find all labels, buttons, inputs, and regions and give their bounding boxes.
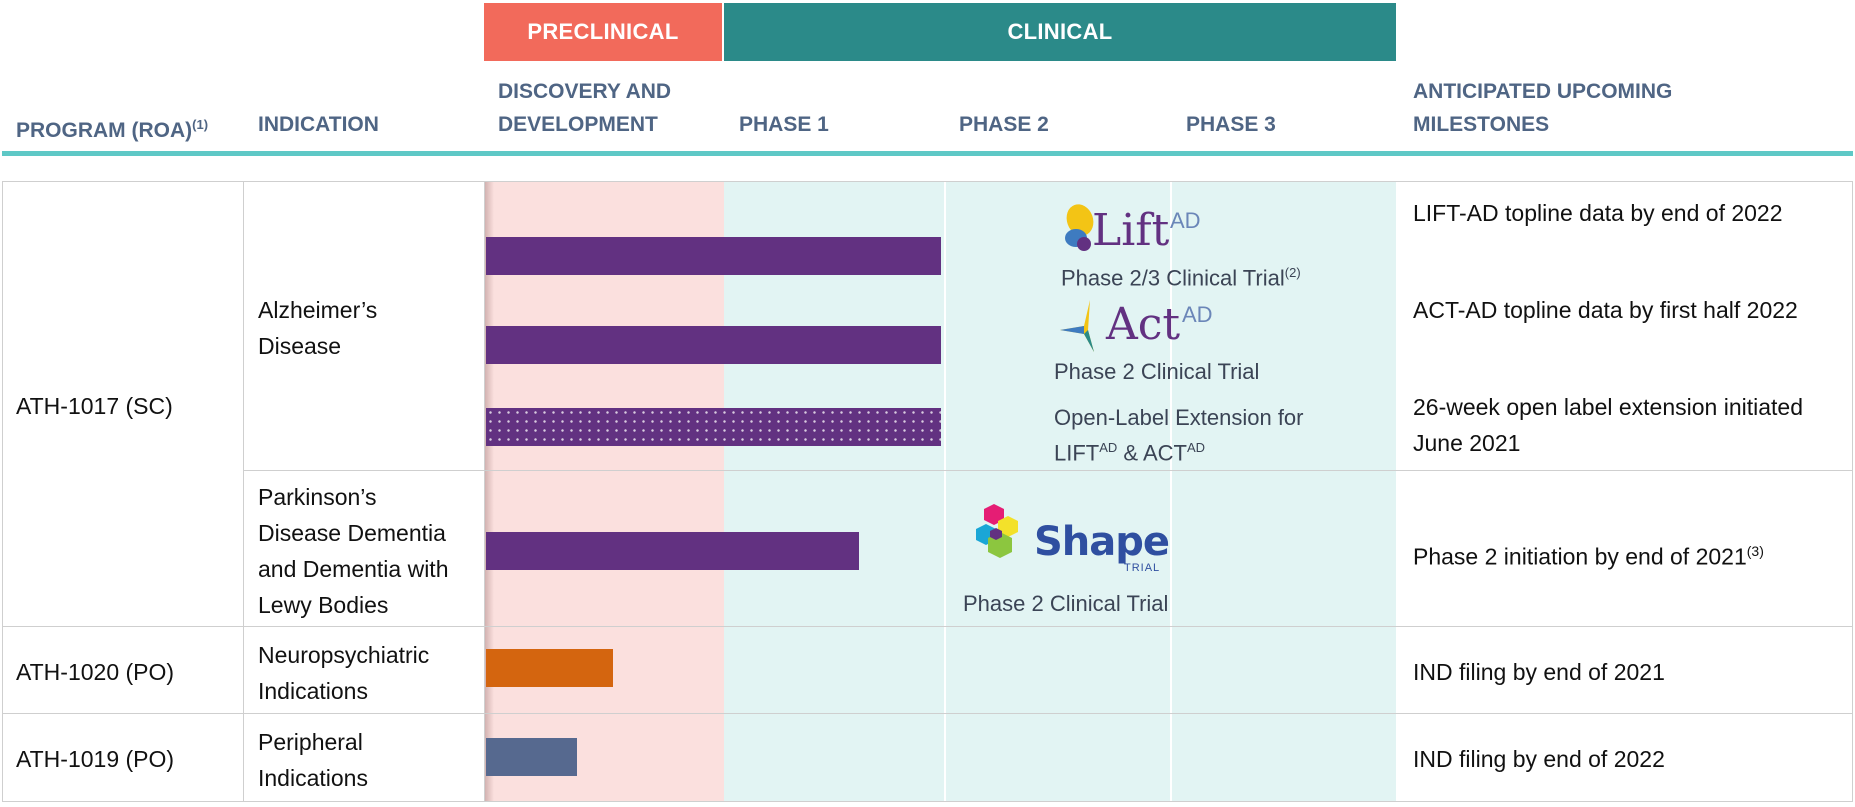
column-shadow (484, 181, 494, 802)
indication-pdd: Parkinson’s Disease Dementia and Dementi… (258, 479, 449, 623)
indication-alzheimers: Alzheimer’s Disease (258, 292, 377, 364)
header-program: PROGRAM (ROA)(1) (16, 108, 208, 147)
header-phase2: PHASE 2 (959, 113, 1049, 136)
milestone-ath1020: IND filing by end of 2021 (1413, 659, 1665, 685)
bar-ath1019 (486, 738, 577, 776)
bar-shape (486, 532, 859, 570)
table-top-border (2, 181, 1853, 182)
milestone-pdd: Phase 2 initiation by end of 2021(3) (1413, 533, 1764, 575)
indication-peripheral: Peripheral Indications (258, 724, 368, 796)
header-phase1: PHASE 1 (739, 113, 829, 136)
star-icon (1060, 300, 1094, 352)
indication-pdd-line4: Lewy Bodies (258, 592, 389, 618)
header-milestones-line1: ANTICIPATED UPCOMING (1413, 80, 1673, 103)
milestone-ole-line1: 26-week open label extension initiated (1413, 394, 1803, 420)
act-ad-label: Phase 2 Clinical Trial (1054, 359, 1260, 384)
shape-trial-logo: Shape TRIAL (974, 502, 1174, 574)
row-divider-alz-pdd (243, 470, 1853, 471)
indication-pdd-line3: and Dementia with (258, 556, 449, 582)
bar-act-ad (486, 326, 941, 364)
indication-alzheimers-line1: Alzheimer’s (258, 297, 378, 323)
lift-ad-label-footnote: (2) (1284, 265, 1301, 280)
header-phase3: PHASE 3 (1186, 113, 1276, 136)
indication-pdd-line1: Parkinson’s (258, 484, 377, 510)
table-left-border (2, 181, 3, 801)
ole-act: & ACT (1117, 440, 1187, 466)
lift-logo-ad: AD (1170, 208, 1201, 233)
phase2-divider (1170, 181, 1172, 802)
indication-pipeline-divider (484, 181, 485, 801)
ole-label: Open-Label Extension for LIFTAD & ACTAD (1054, 402, 1304, 469)
bar-open-label-extension (486, 408, 941, 446)
header-milestones: ANTICIPATED UPCOMING MILESTONES (1413, 75, 1672, 141)
milestone-ole-line2: June 2021 (1413, 430, 1521, 456)
milestone-lift: LIFT-AD topline data by end of 2022 (1413, 200, 1783, 226)
milestone-ole: 26-week open label extension initiated J… (1413, 389, 1803, 461)
header-indication: INDICATION (258, 113, 379, 136)
indication-pdd-line2: Disease Dementia (258, 520, 446, 546)
shape-logo-trial: TRIAL (1124, 562, 1161, 574)
clinical-banner: CLINICAL (724, 3, 1396, 61)
indication-neuropsychiatric: Neuropsychiatric Indications (258, 637, 429, 709)
preclinical-banner: PRECLINICAL (484, 3, 722, 61)
indication-neuro-line1: Neuropsychiatric (258, 642, 430, 668)
ole-lift: LIFT (1054, 440, 1100, 466)
table-right-border (1852, 181, 1853, 801)
program-ath1020: ATH-1020 (PO) (16, 659, 175, 685)
act-logo-word: Act (1106, 299, 1181, 350)
header-rule (2, 151, 1853, 156)
row-divider-1020-1019 (2, 713, 1853, 714)
indication-periph-line1: Peripheral (258, 729, 363, 755)
act-ad-logo: Act AD (1054, 296, 1224, 354)
program-indication-divider (243, 181, 244, 801)
indication-neuro-line2: Indications (258, 678, 368, 704)
lift-ad-label: Phase 2/3 Clinical Trial(2) (1061, 257, 1301, 294)
shape-logo-word: Shape (1034, 519, 1170, 565)
header-discovery-line2: DEVELOPMENT (498, 113, 658, 136)
ole-label-line1: Open-Label Extension for (1054, 405, 1304, 430)
header-milestones-line2: MILESTONES (1413, 113, 1550, 136)
header-program-footnote: (1) (192, 117, 209, 132)
indication-alzheimers-line2: Disease (258, 333, 342, 359)
preclinical-zone (484, 181, 724, 802)
bar-ath1020 (486, 649, 613, 687)
bar-lift-ad (486, 237, 941, 275)
indication-periph-line2: Indications (258, 765, 368, 791)
header-discovery: DISCOVERY AND DEVELOPMENT (498, 75, 671, 141)
milestone-pdd-footnote: (3) (1746, 543, 1764, 559)
lift-ad-label-text: Phase 2/3 Clinical Trial (1061, 265, 1285, 291)
ole-label-line2: LIFTAD & ACTAD (1054, 432, 1304, 469)
header-program-label: PROGRAM (ROA) (16, 119, 193, 142)
butterfly-icon (1065, 204, 1094, 251)
row-divider-1017-1020 (2, 626, 1853, 627)
shape-label: Phase 2 Clinical Trial (963, 591, 1169, 616)
program-ath1019: ATH-1019 (PO) (16, 746, 175, 772)
ole-lift-ad: AD (1099, 440, 1118, 455)
milestone-pdd-text: Phase 2 initiation by end of 2021 (1413, 543, 1747, 570)
phase1-divider (944, 181, 946, 802)
hexagons-icon (976, 504, 1018, 558)
lift-logo-word: Lift (1092, 205, 1170, 256)
header-discovery-line1: DISCOVERY AND (498, 80, 672, 103)
clinical-zone (724, 181, 1396, 802)
milestone-ath1019: IND filing by end of 2022 (1413, 746, 1665, 772)
program-ath1017: ATH-1017 (SC) (16, 393, 173, 419)
table-bottom-border (2, 801, 1853, 802)
act-logo-ad: AD (1182, 302, 1213, 327)
lift-ad-logo: Lift AD (1060, 202, 1220, 258)
milestone-act: ACT-AD topline data by first half 2022 (1413, 297, 1798, 323)
ole-act-ad: AD (1186, 440, 1206, 455)
